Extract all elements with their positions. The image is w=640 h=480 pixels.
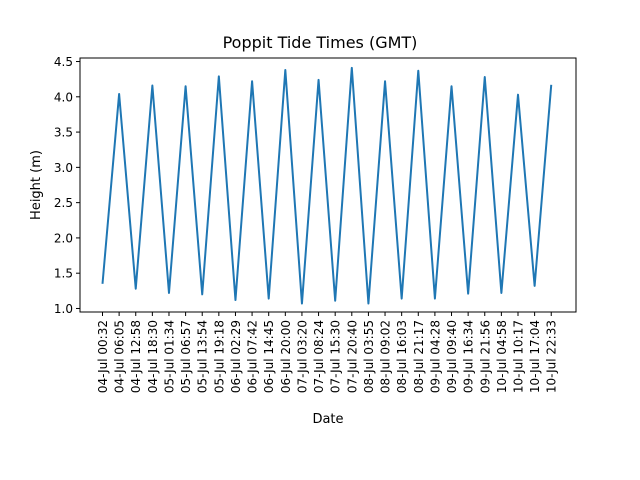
y-tick-label: 2.5 <box>54 196 73 210</box>
x-tick-label: 05-Jul 01:34 <box>162 320 176 393</box>
x-tick-label: 10-Jul 04:58 <box>495 320 509 393</box>
x-tick-label: 04-Jul 18:30 <box>146 320 160 393</box>
y-tick-label: 2.0 <box>54 231 73 245</box>
x-tick-label: 05-Jul 13:54 <box>196 320 210 393</box>
x-tick-label: 08-Jul 03:55 <box>362 320 376 393</box>
x-tick-label: 05-Jul 06:57 <box>179 320 193 393</box>
y-tick-label: 1.0 <box>54 302 73 316</box>
x-axis-label: Date <box>312 412 343 427</box>
plot-frame <box>79 57 577 313</box>
y-tick-label: 4.0 <box>54 90 73 104</box>
x-tick-label: 07-Jul 15:30 <box>329 320 343 393</box>
x-tick-label: 07-Jul 20:40 <box>345 320 359 393</box>
x-tick-label: 09-Jul 04:28 <box>428 320 442 393</box>
tide-height-series <box>101 66 553 305</box>
x-tick-label: 06-Jul 14:45 <box>262 320 276 393</box>
x-axis: 04-Jul 00:32 04-Jul 06:05 04-Jul 12:58 04-J… <box>96 312 559 393</box>
x-tick-label: 05-Jul 19:18 <box>212 320 226 393</box>
x-tick-label: 04-Jul 12:58 <box>129 320 143 393</box>
x-tick-label: 09-Jul 21:56 <box>478 320 492 393</box>
y-tick-label: 1.5 <box>54 267 73 281</box>
y-tick-label: 3.5 <box>54 126 73 140</box>
x-tick-label: 07-Jul 08:24 <box>312 320 326 393</box>
x-tick-label: 09-Jul 16:34 <box>462 320 476 393</box>
x-tick-label: 08-Jul 21:17 <box>412 320 426 393</box>
y-tick-label: 3.0 <box>54 161 73 175</box>
x-tick-label: 08-Jul 09:02 <box>379 320 393 393</box>
x-tick-label: 04-Jul 06:05 <box>113 320 127 393</box>
y-axis: 1.0 1.5 2.0 2.5 3.0 3.5 4.0 4.5 <box>54 55 80 316</box>
x-tick-label: 06-Jul 20:00 <box>279 320 293 393</box>
series-line <box>101 66 553 305</box>
chart-title: Poppit Tide Times (GMT) <box>223 33 418 52</box>
x-tick-label: 08-Jul 16:03 <box>395 320 409 393</box>
y-axis-label: Height (m) <box>29 150 44 220</box>
x-tick-label: 10-Jul 10:17 <box>512 320 526 393</box>
y-tick-label: 4.5 <box>54 55 73 69</box>
x-tick-label: 06-Jul 07:42 <box>246 320 260 393</box>
x-tick-label: 04-Jul 00:32 <box>96 320 110 393</box>
x-tick-label: 09-Jul 09:40 <box>445 320 459 393</box>
x-tick-label: 10-Jul 22:33 <box>545 320 559 393</box>
x-tick-label: 10-Jul 17:04 <box>528 320 542 393</box>
x-tick-label: 07-Jul 03:20 <box>295 320 309 393</box>
x-tick-label: 06-Jul 02:29 <box>229 320 243 393</box>
